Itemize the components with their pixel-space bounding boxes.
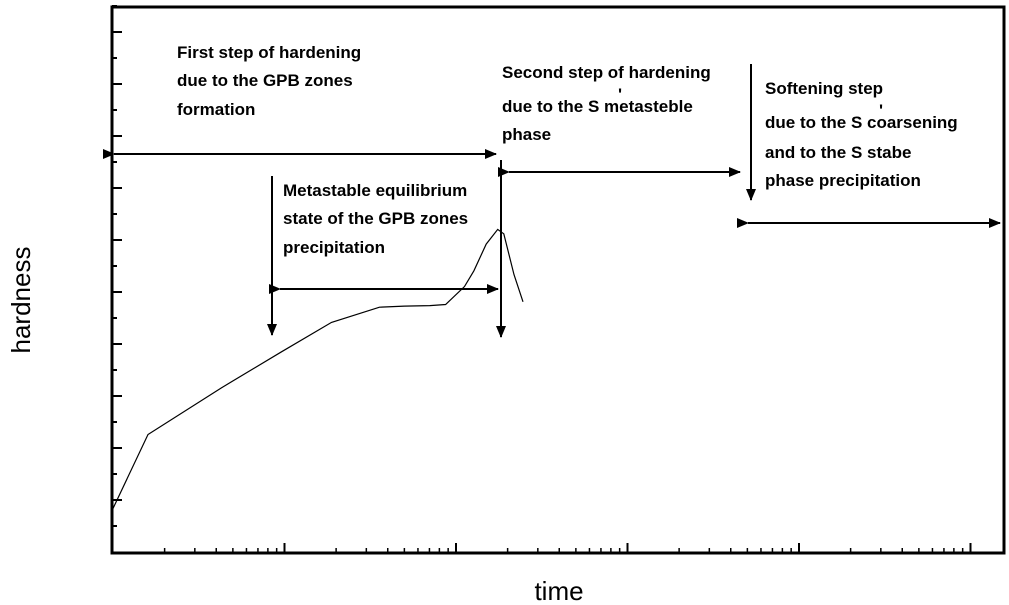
annotation-gpb-formation: First step of hardening due to the GPB z… <box>177 43 366 119</box>
annotation-s-metastable: Second step of hardening due to the S me… <box>502 63 715 144</box>
prime-mark-s-coarsening: ' <box>879 101 883 120</box>
stage-arrows <box>103 64 1001 338</box>
annotation-softening: Softening step due to the S coarsening a… <box>765 79 962 190</box>
plot-frame <box>110 5 1006 555</box>
x-axis-ticks <box>163 543 972 553</box>
y-axis-ticks <box>112 5 122 527</box>
x-axis-label: time <box>534 576 583 605</box>
y-axis-label: hardness <box>6 247 36 354</box>
prime-mark-s-metastable: ' <box>618 85 622 104</box>
annotation-gpb-equilibrium: Metastable equilibrium state of the GPB … <box>283 181 473 257</box>
hardness-curve <box>112 228 524 509</box>
